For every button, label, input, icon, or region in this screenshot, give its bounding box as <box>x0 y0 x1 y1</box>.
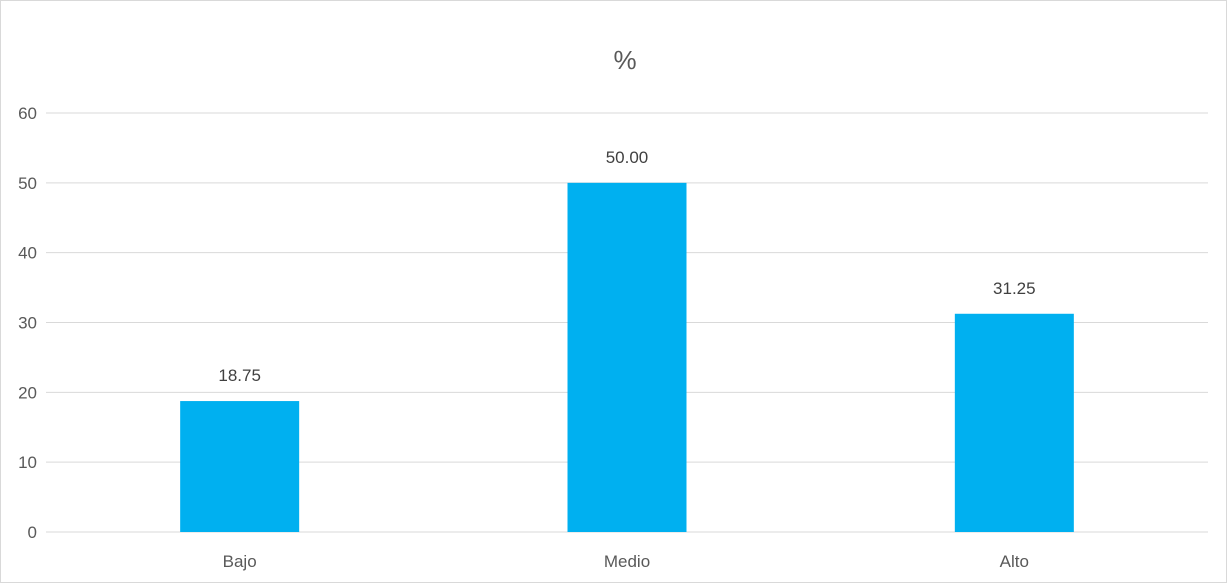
y-tick-label: 60 <box>18 104 37 123</box>
category-label-alto: Alto <box>1000 552 1029 571</box>
chart-title: % <box>613 45 636 75</box>
y-tick-label: 40 <box>18 244 37 263</box>
data-label-alto: 31.25 <box>993 279 1036 298</box>
x-axis-categories: Bajo Medio Alto <box>223 552 1029 571</box>
y-tick-label: 10 <box>18 453 37 472</box>
y-axis-ticks: 0 10 20 30 40 50 60 <box>18 104 37 542</box>
y-tick-label: 50 <box>18 174 37 193</box>
y-tick-label: 30 <box>18 314 37 333</box>
y-tick-label: 0 <box>28 523 37 542</box>
data-labels: 18.75 50.00 31.25 <box>218 148 1035 385</box>
bars <box>180 182 1074 533</box>
category-label-medio: Medio <box>604 552 650 571</box>
data-label-medio: 50.00 <box>606 148 649 167</box>
data-label-bajo: 18.75 <box>218 366 261 385</box>
y-tick-label: 20 <box>18 383 37 402</box>
bar-bajo <box>180 401 300 532</box>
bar-medio <box>567 182 687 533</box>
category-label-bajo: Bajo <box>223 552 257 571</box>
bar-alto <box>954 313 1074 532</box>
